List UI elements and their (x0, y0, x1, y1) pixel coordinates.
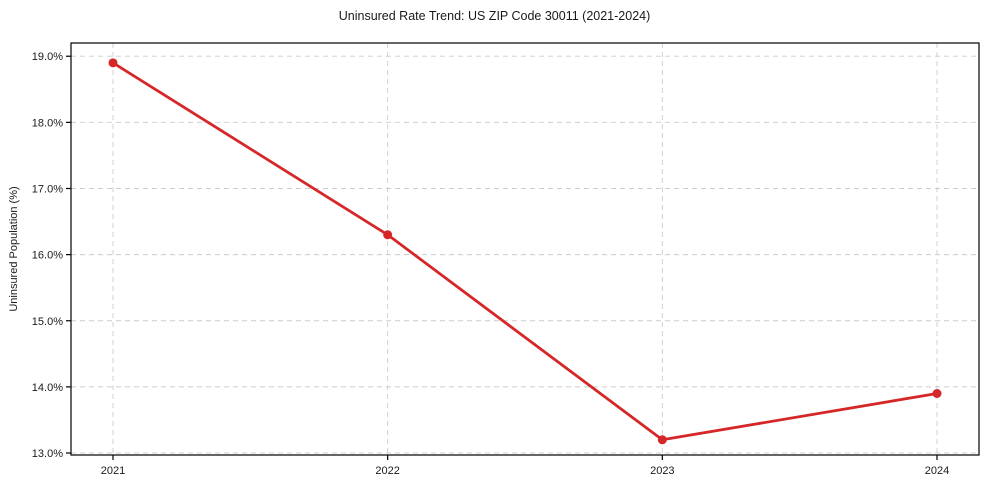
y-tick-label: 15.0% (32, 316, 63, 328)
data-point-2024 (932, 388, 942, 398)
data-point-2022 (383, 230, 393, 240)
y-tick-label: 16.0% (32, 250, 63, 262)
data-point-2023 (657, 435, 667, 445)
x-tick-label: 2023 (650, 465, 674, 477)
y-tick-label: 13.0% (32, 448, 63, 460)
y-tick-label: 18.0% (32, 117, 63, 129)
x-tick-label: 2022 (375, 465, 399, 477)
x-tick-label: 2024 (925, 465, 949, 477)
x-tick-label: 2021 (101, 465, 125, 477)
y-tick-label: 17.0% (32, 183, 63, 195)
trend-line (111, 61, 939, 442)
y-tick-label: 19.0% (32, 51, 63, 63)
chart-title: Uninsured Rate Trend: US ZIP Code 30011 … (338, 9, 651, 23)
y-tick-label: 14.0% (32, 382, 63, 394)
axes-box (70, 42, 980, 456)
data-point-2021 (108, 58, 118, 68)
